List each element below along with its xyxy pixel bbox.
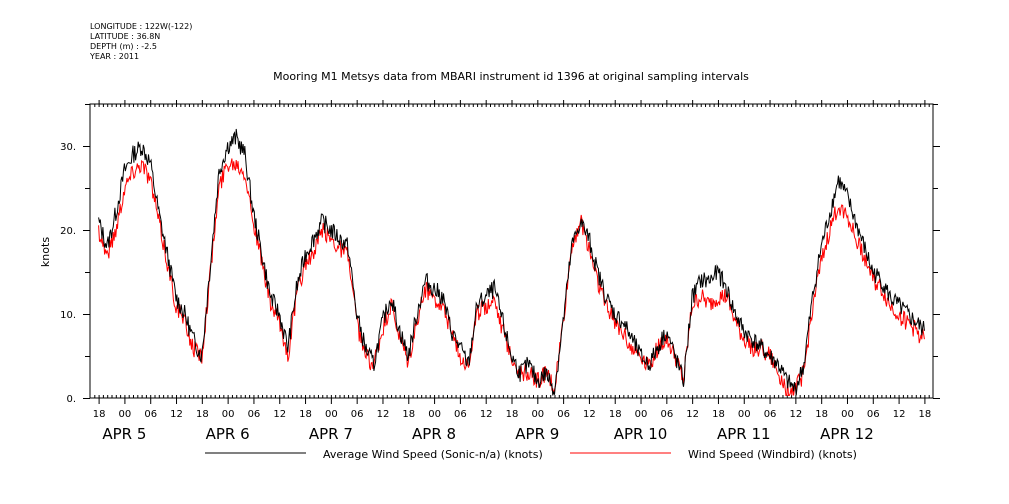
x-axis-ticks: 18 00 06 12 18 00 06 12 18 00 06 12 18 00 06 12 18 00 06 12…	[93, 100, 932, 443]
legend: Average Wind Speed (Sonic-n/a) (knots) W…	[205, 448, 857, 461]
x-hour-label: 18	[93, 409, 106, 420]
x-hour-label: 18	[506, 409, 519, 420]
x-hour-label: 18	[299, 409, 312, 420]
meta-longitude: LONGITUDE : 122W(-122)	[90, 22, 193, 31]
chart-title: Mooring M1 Metsys data from MBARI instru…	[273, 70, 749, 83]
series-line-sonic	[98, 128, 925, 396]
legend-label-windbird: Wind Speed (Windbird) (knots)	[688, 448, 857, 461]
x-hour-label: 18	[196, 409, 209, 420]
meta-latitude: LATITUDE : 36.8N	[90, 32, 161, 41]
metadata-block: LONGITUDE : 122W(-122) LATITUDE : 36.8N …	[90, 22, 192, 62]
x-hour-label: 18	[402, 409, 415, 420]
x-day-label: APR 8	[412, 425, 456, 443]
x-day-label: APR 5	[102, 425, 146, 443]
x-hour-label: 12	[790, 409, 803, 420]
series-line-windbird	[98, 158, 925, 396]
x-hour-label: 18	[919, 409, 932, 420]
meta-depth: DEPTH (m) : -2.5	[90, 42, 157, 51]
x-hour-label: 12	[583, 409, 596, 420]
x-hour-label: 18	[609, 409, 622, 420]
x-hour-label: 06	[660, 409, 673, 420]
x-hour-label: 00	[119, 409, 132, 420]
x-hour-label: 12	[686, 409, 699, 420]
meta-year: YEAR : 2011	[90, 52, 140, 61]
x-day-label: APR 7	[309, 425, 353, 443]
x-hour-label: 06	[867, 409, 880, 420]
x-hour-label: 00	[428, 409, 441, 420]
legend-label-sonic: Average Wind Speed (Sonic-n/a) (knots)	[323, 448, 543, 461]
x-hour-label: 06	[144, 409, 157, 420]
x-day-label: APR 11	[717, 425, 771, 443]
x-hour-label: 00	[531, 409, 544, 420]
x-hour-label: 18	[712, 409, 725, 420]
x-hour-label: 06	[764, 409, 777, 420]
x-hour-label: 12	[893, 409, 906, 420]
y-tick-label: 0.	[66, 394, 76, 405]
x-hour-label: 00	[841, 409, 854, 420]
y-axis-label: knots	[39, 237, 52, 267]
x-hour-label: 12	[377, 409, 390, 420]
x-day-label: APR 6	[206, 425, 250, 443]
x-hour-label: 18	[815, 409, 828, 420]
series-layer	[98, 128, 925, 396]
y-axis-ticks: 0. 10. 20. 30.	[60, 104, 940, 405]
y-tick-label: 10.	[60, 310, 76, 321]
x-hour-label: 00	[325, 409, 338, 420]
x-hour-label: 06	[351, 409, 364, 420]
x-day-label: APR 10	[614, 425, 668, 443]
x-hour-label: 12	[170, 409, 183, 420]
x-day-label: APR 9	[515, 425, 559, 443]
x-day-label: APR 12	[820, 425, 874, 443]
x-hour-label: 00	[222, 409, 235, 420]
x-hour-label: 12	[480, 409, 493, 420]
y-tick-label: 20.	[60, 226, 76, 237]
x-hour-label: 06	[454, 409, 467, 420]
x-hour-label: 12	[273, 409, 286, 420]
x-hour-label: 00	[635, 409, 648, 420]
x-hour-label: 06	[248, 409, 261, 420]
x-hour-label: 06	[557, 409, 570, 420]
x-hour-label: 00	[738, 409, 751, 420]
y-tick-label: 30.	[60, 142, 76, 153]
